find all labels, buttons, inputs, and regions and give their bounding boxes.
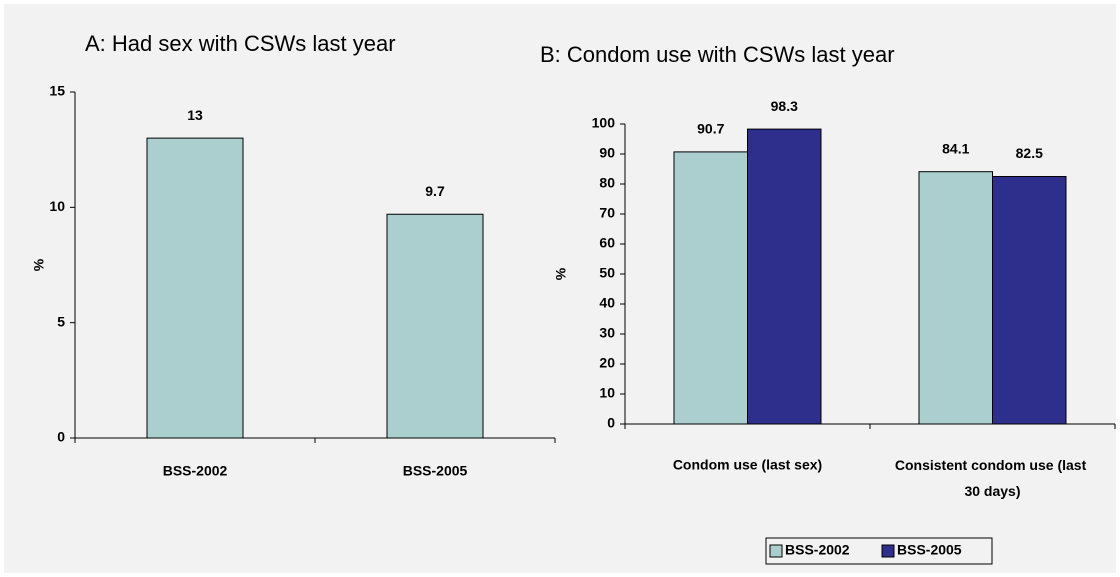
y-tick-label: 70 bbox=[599, 205, 615, 221]
bar bbox=[673, 151, 748, 425]
y-tick-label: 15 bbox=[49, 83, 65, 99]
y-tick-label: 0 bbox=[607, 415, 615, 431]
y-tick-label: 20 bbox=[599, 355, 615, 371]
y-axis-label: % bbox=[31, 258, 47, 271]
y-tick-label: 50 bbox=[599, 265, 615, 281]
y-tick-label: 60 bbox=[599, 235, 615, 251]
x-tick-label: BSS-2002 bbox=[163, 463, 228, 479]
data-label: 90.7 bbox=[697, 121, 724, 137]
y-tick-label: 5 bbox=[57, 313, 65, 329]
legend-swatch bbox=[769, 544, 783, 558]
bar bbox=[747, 128, 822, 425]
bar bbox=[146, 137, 244, 439]
data-label: 82.5 bbox=[1016, 145, 1043, 161]
data-label: 98.3 bbox=[771, 98, 798, 114]
data-label: 9.7 bbox=[425, 183, 445, 199]
y-tick-label: 0 bbox=[57, 429, 65, 445]
y-tick-label: 90 bbox=[599, 145, 615, 161]
chart-title: A: Had sex with CSWs last year bbox=[85, 31, 396, 56]
legend-label: BSS-2005 bbox=[897, 542, 962, 558]
x-tick-label: BSS-2005 bbox=[403, 463, 468, 479]
y-tick-label: 100 bbox=[592, 115, 616, 131]
y-tick-label: 30 bbox=[599, 325, 615, 341]
x-tick-label: Consistent condom use (last 30 days) bbox=[895, 457, 1090, 499]
data-label: 13 bbox=[187, 107, 203, 123]
bar bbox=[918, 171, 993, 425]
legend-swatch bbox=[881, 544, 895, 558]
y-tick-label: 80 bbox=[599, 175, 615, 191]
legend-label: BSS-2002 bbox=[785, 542, 850, 558]
y-tick-label: 10 bbox=[49, 198, 65, 214]
bar bbox=[386, 213, 484, 439]
x-tick-label: Condom use (last sex) bbox=[673, 457, 822, 473]
y-tick-label: 10 bbox=[599, 385, 615, 401]
chart-title: B: Condom use with CSWs last year bbox=[540, 42, 895, 67]
y-axis-label: % bbox=[553, 267, 569, 280]
bar bbox=[992, 176, 1067, 425]
data-label: 84.1 bbox=[942, 140, 969, 156]
legend-box bbox=[765, 537, 993, 565]
y-tick-label: 40 bbox=[599, 295, 615, 311]
